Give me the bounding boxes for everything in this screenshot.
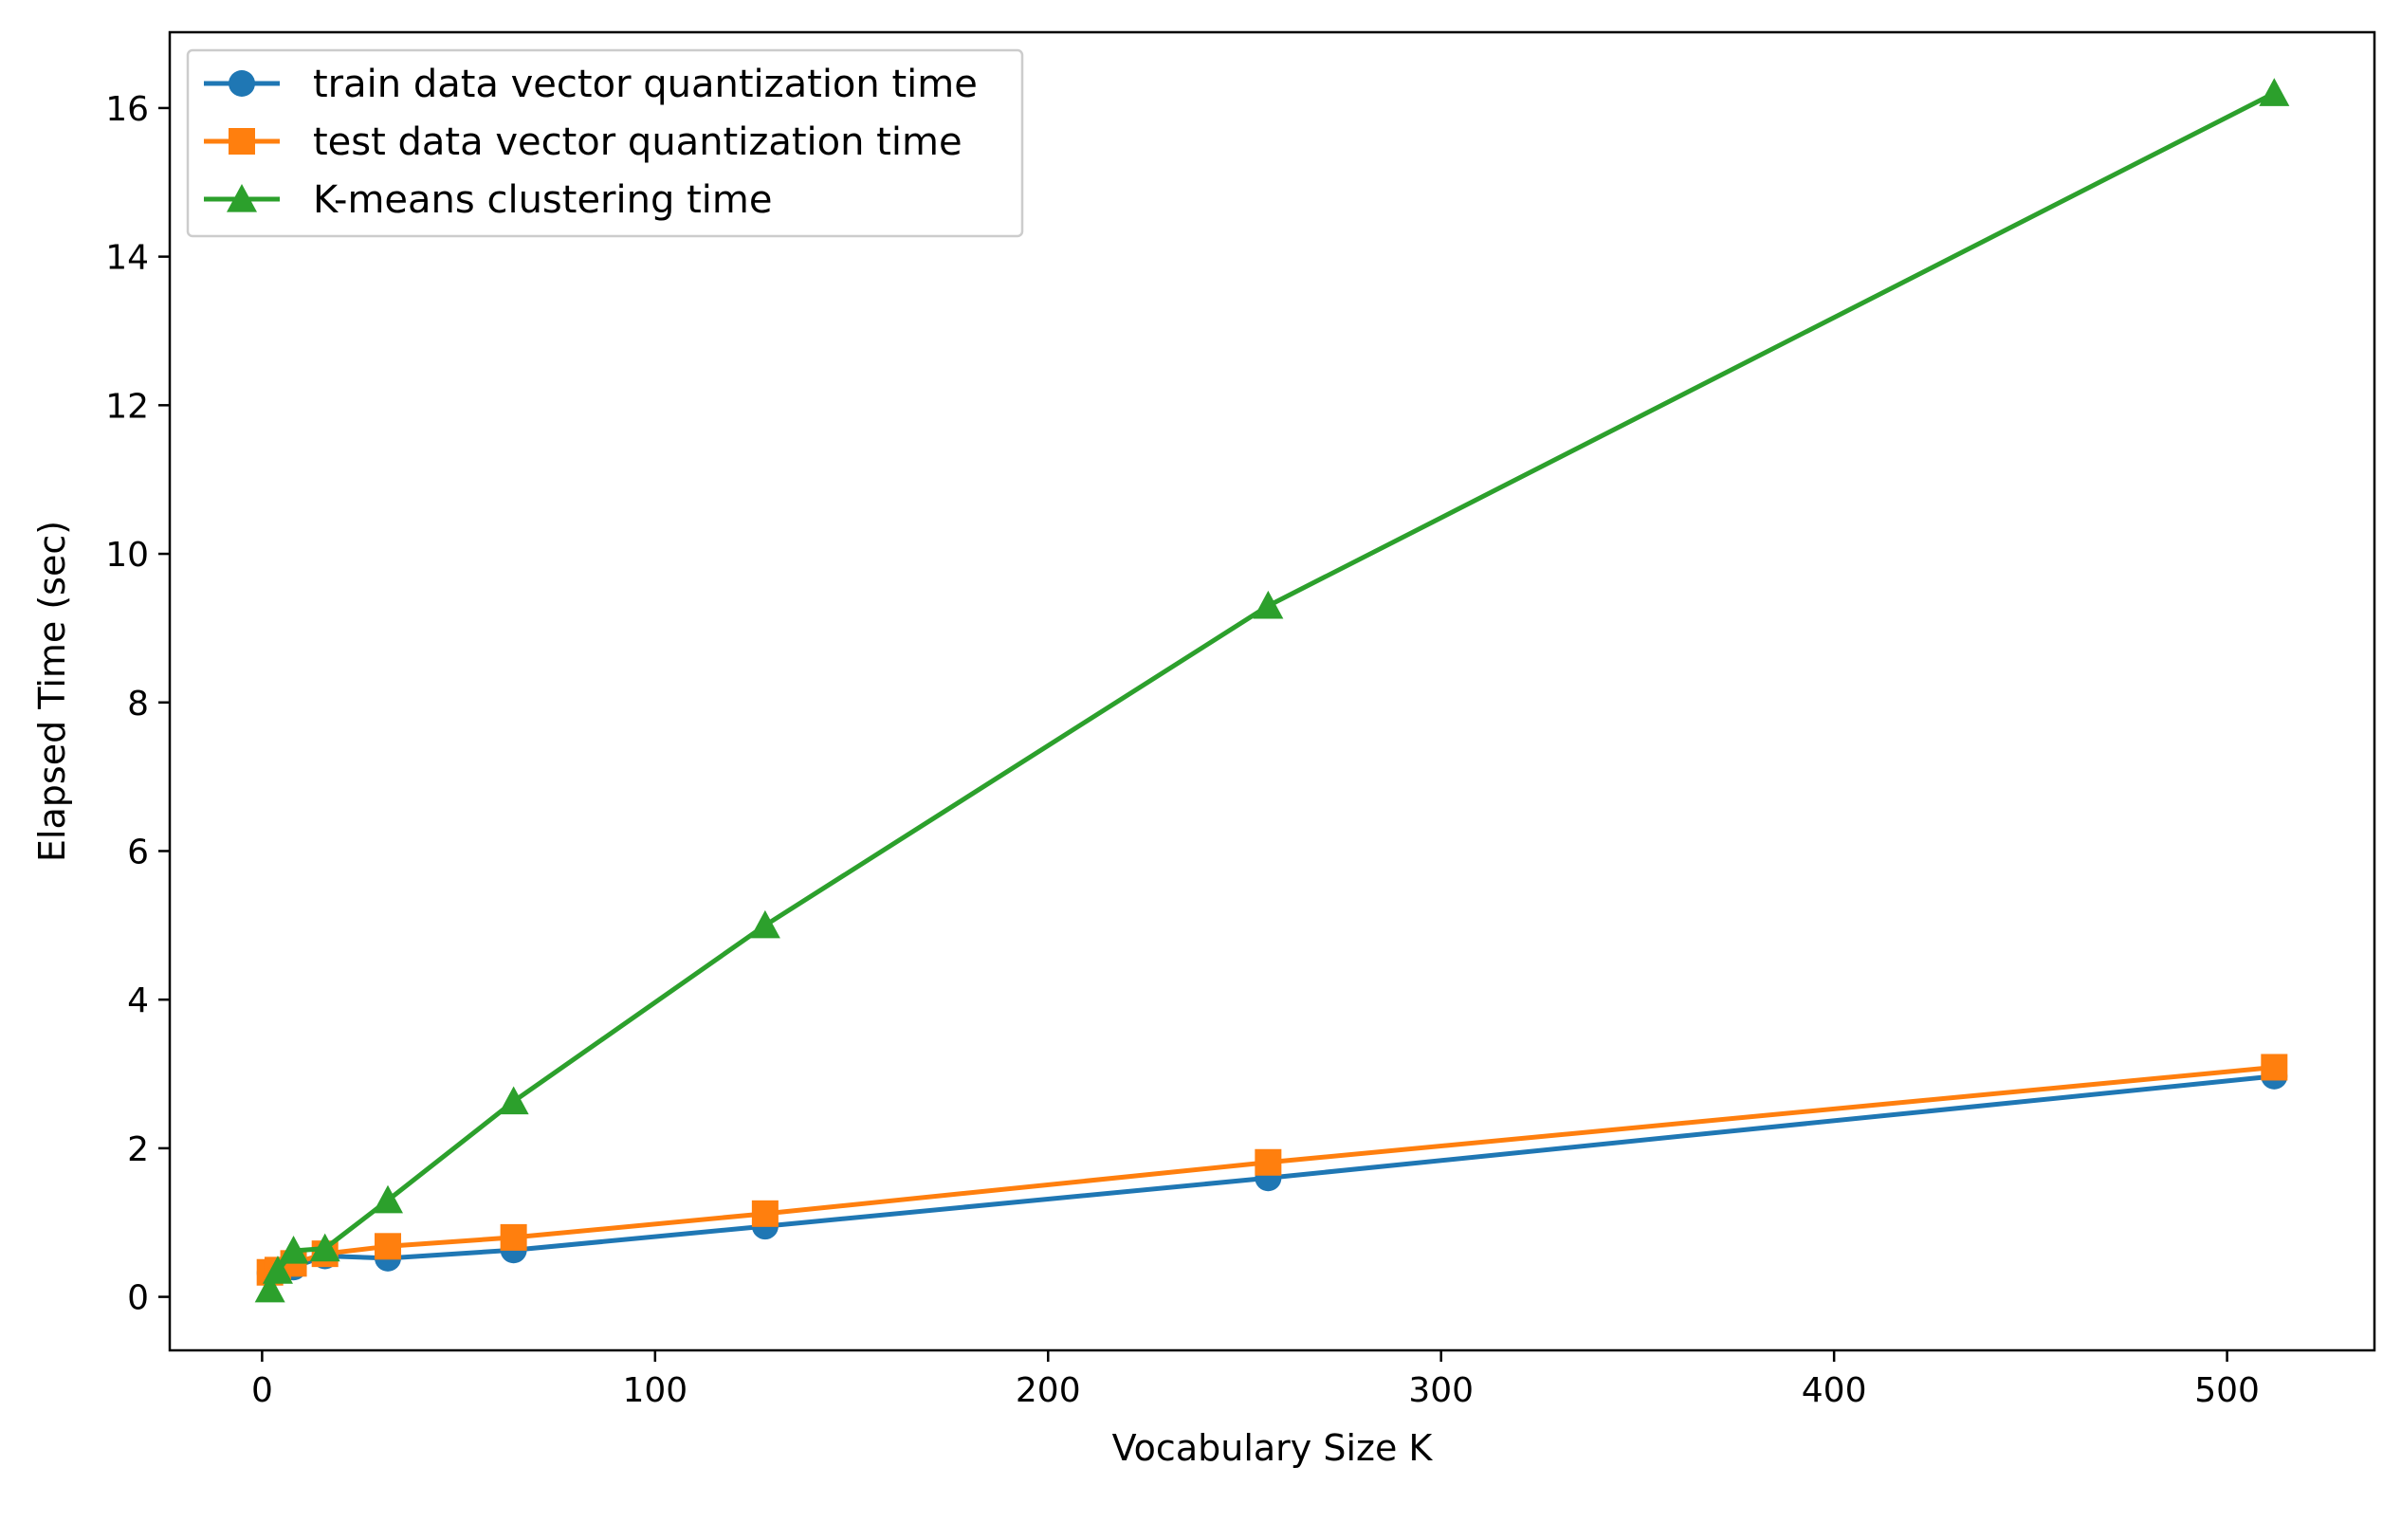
series-3-point [278,1236,309,1264]
legend-entry-2: test data vector quantization time [204,120,962,164]
series-3-point [309,1233,340,1262]
series-3-point [373,1184,404,1214]
legend-label: test data vector quantization time [313,120,962,164]
series-2-point [2261,1054,2288,1081]
series-3-line [267,91,2276,1291]
y-tick-label: 8 [127,685,149,724]
legend-entries: train data vector quantization time test … [204,63,978,222]
x-tick-label: 400 [1802,1371,1867,1410]
legend-label: train data vector quantization time [313,63,978,106]
x-axis-label: Vocabulary Size K [1112,1427,1434,1469]
x-tick-label: 500 [2194,1371,2260,1410]
legend-marker [227,184,257,212]
y-tick-label: 6 [127,833,149,871]
y-tick-label: 0 [127,1279,149,1318]
series-3-point [262,1256,293,1284]
legend-label: K-means clustering time [313,178,772,222]
y-axis-label: Elapsed Time (sec) [31,521,73,862]
series-3-point [254,1274,285,1303]
plot-frame [168,30,2376,1352]
series-2-point [500,1223,527,1251]
legend-entry-3: K-means clustering time [204,178,772,222]
legend-marker [229,128,255,155]
series-2-point [1255,1148,1282,1176]
plot-layer [254,78,2290,1303]
series-3-point [1253,590,1284,619]
y-tick-label: 10 [105,536,149,575]
x-tick-label: 100 [622,1371,687,1410]
legend-entry-1: train data vector quantization time [204,63,978,106]
y-tick-label: 14 [105,239,149,278]
axis-layer: 0 100 200 300 400 500 0 2 4 6 8 10 12 14 16 [105,90,2260,1410]
x-tick-label: 300 [1408,1371,1474,1410]
series-2-point [375,1233,402,1260]
y-tick-label: 16 [105,90,149,129]
y-tick-label: 2 [127,1130,149,1169]
x-tick-label: 200 [1016,1371,1081,1410]
legend: train data vector quantization time test … [186,48,1024,238]
y-tick-label: 4 [127,981,149,1020]
legend-marker [229,70,255,97]
y-tick-label: 12 [105,387,149,426]
series-2 [256,1054,2288,1286]
series-3-point [2259,78,2290,106]
series-2-point [751,1200,779,1227]
series-3-point [749,909,780,939]
series-3-point [498,1086,529,1115]
series-3 [254,78,2290,1303]
legend-box [186,48,1024,238]
x-tick-label: 0 [251,1371,273,1410]
